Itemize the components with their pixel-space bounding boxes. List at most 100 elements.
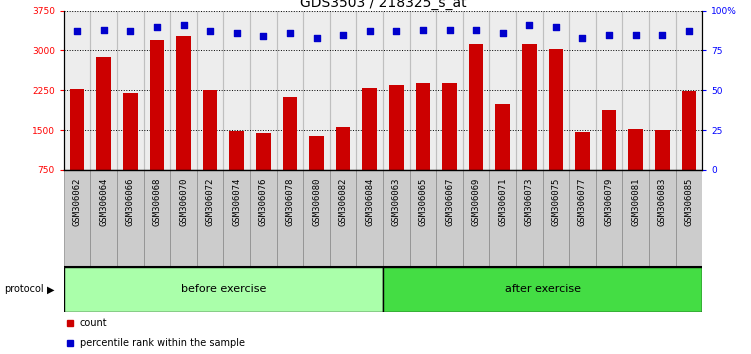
Point — [98, 27, 110, 33]
Text: GSM306080: GSM306080 — [312, 178, 321, 226]
Point — [310, 35, 322, 41]
Bar — [436, 11, 463, 170]
Point — [523, 22, 535, 28]
Point — [656, 32, 668, 37]
Point — [629, 32, 641, 37]
Bar — [676, 170, 702, 267]
Bar — [490, 11, 516, 170]
Bar — [363, 88, 377, 210]
Bar — [197, 170, 224, 267]
Bar — [463, 11, 490, 170]
Bar — [256, 133, 270, 210]
Bar — [383, 170, 409, 267]
Bar — [415, 83, 430, 210]
Bar — [463, 170, 490, 267]
Bar — [282, 97, 297, 210]
Text: GSM306067: GSM306067 — [445, 178, 454, 226]
Bar — [389, 85, 403, 210]
Bar — [629, 129, 643, 210]
Bar — [522, 44, 537, 210]
Point — [683, 28, 695, 34]
Point — [231, 30, 243, 36]
Bar — [516, 11, 543, 170]
Bar — [330, 11, 357, 170]
Point — [550, 24, 562, 29]
Text: GSM306072: GSM306072 — [206, 178, 215, 226]
Bar — [276, 11, 303, 170]
Bar — [649, 11, 676, 170]
Bar — [496, 103, 510, 210]
Point — [151, 24, 163, 29]
Text: before exercise: before exercise — [181, 284, 266, 295]
Bar — [548, 49, 563, 210]
Bar — [516, 170, 543, 267]
Bar — [90, 170, 117, 267]
Bar — [543, 11, 569, 170]
Bar — [197, 11, 224, 170]
Text: GSM306078: GSM306078 — [285, 178, 294, 226]
Bar — [383, 11, 409, 170]
Bar — [123, 93, 137, 210]
Point — [337, 32, 349, 37]
Text: GSM306083: GSM306083 — [658, 178, 667, 226]
Bar — [176, 36, 191, 210]
Bar — [596, 170, 623, 267]
Title: GDS3503 / 218325_s_at: GDS3503 / 218325_s_at — [300, 0, 466, 10]
Bar — [117, 11, 143, 170]
Bar — [623, 11, 649, 170]
Bar — [143, 170, 170, 267]
Text: GSM306068: GSM306068 — [152, 178, 161, 226]
Bar — [336, 127, 351, 210]
Bar — [409, 170, 436, 267]
Bar — [682, 91, 696, 210]
Text: GSM306081: GSM306081 — [631, 178, 640, 226]
Bar — [676, 11, 702, 170]
Bar — [357, 11, 383, 170]
Text: GSM306076: GSM306076 — [259, 178, 268, 226]
Bar — [64, 267, 383, 312]
Bar — [543, 170, 569, 267]
Point — [125, 28, 137, 34]
Text: GSM306075: GSM306075 — [551, 178, 560, 226]
Bar — [117, 170, 143, 267]
Point — [444, 27, 456, 33]
Text: GSM306084: GSM306084 — [365, 178, 374, 226]
Bar — [409, 11, 436, 170]
Text: GSM306069: GSM306069 — [472, 178, 481, 226]
Bar — [224, 170, 250, 267]
Text: protocol: protocol — [4, 284, 44, 295]
Text: count: count — [80, 318, 107, 329]
Point — [177, 22, 189, 28]
Bar — [649, 170, 676, 267]
Point — [470, 27, 482, 33]
Bar — [303, 11, 330, 170]
Bar — [149, 40, 164, 210]
Point — [204, 28, 216, 34]
Bar — [170, 170, 197, 267]
Point — [417, 27, 429, 33]
Bar — [276, 170, 303, 267]
Bar — [602, 110, 617, 210]
Text: GSM306070: GSM306070 — [179, 178, 188, 226]
Bar — [655, 130, 670, 210]
Bar — [250, 11, 276, 170]
Text: GSM306071: GSM306071 — [498, 178, 507, 226]
Bar — [303, 170, 330, 267]
Point — [258, 33, 270, 39]
Text: GSM306082: GSM306082 — [339, 178, 348, 226]
Text: ▶: ▶ — [47, 284, 55, 295]
Bar — [357, 170, 383, 267]
Text: GSM306079: GSM306079 — [605, 178, 614, 226]
Bar — [383, 267, 702, 312]
Text: GSM306085: GSM306085 — [684, 178, 693, 226]
Bar — [96, 57, 111, 210]
Bar — [623, 170, 649, 267]
Bar — [70, 89, 84, 210]
Bar — [569, 170, 596, 267]
Bar — [170, 11, 197, 170]
Text: GSM306074: GSM306074 — [232, 178, 241, 226]
Point — [577, 35, 589, 41]
Point — [603, 32, 615, 37]
Bar — [224, 11, 250, 170]
Bar — [490, 170, 516, 267]
